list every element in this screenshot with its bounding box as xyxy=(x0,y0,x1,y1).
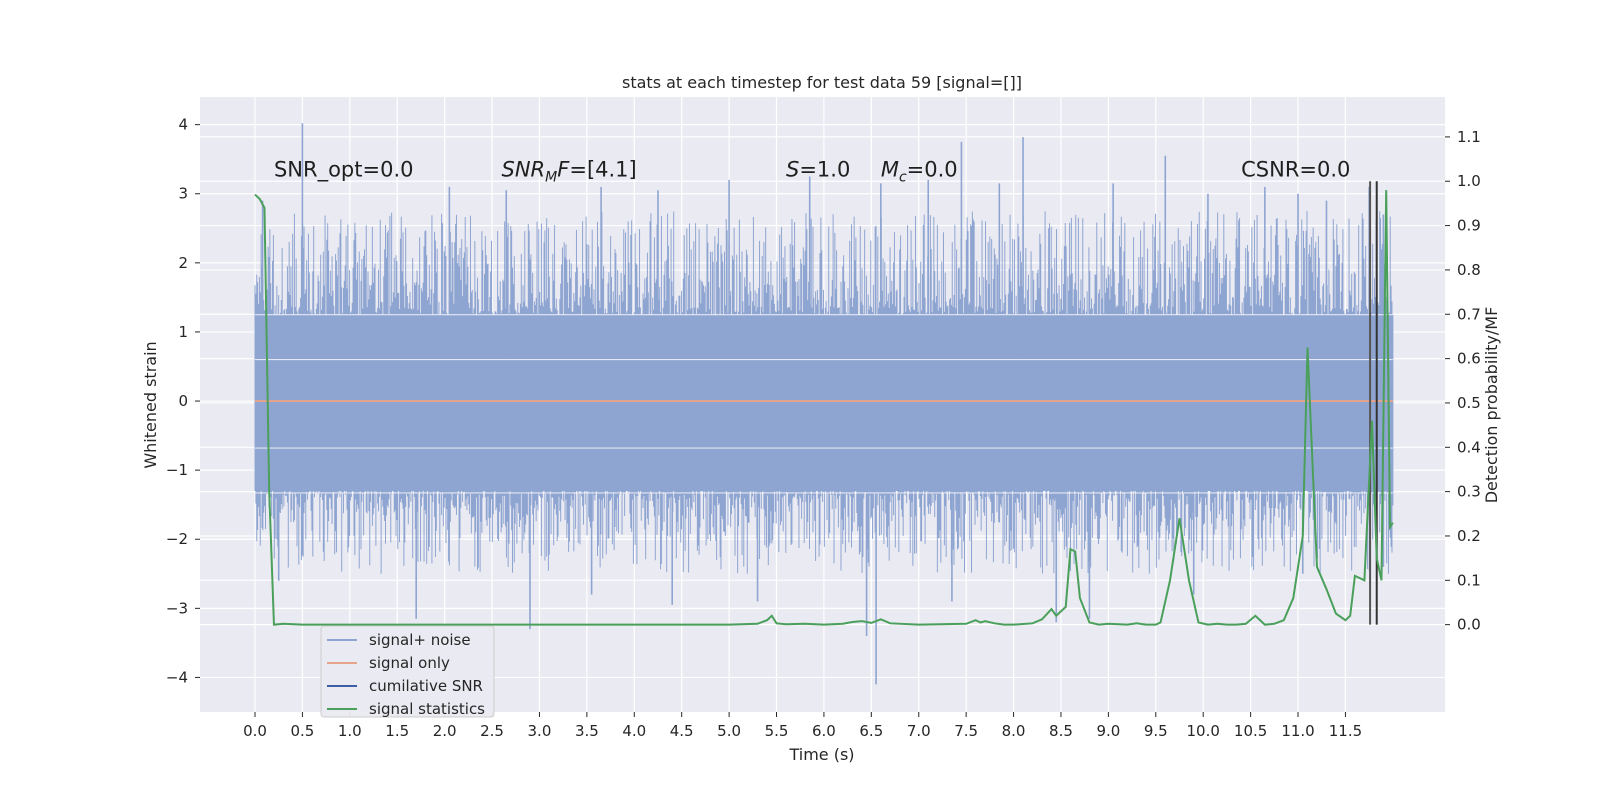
y-tick-label: 2 xyxy=(178,254,188,272)
x-tick-label: 11.5 xyxy=(1329,722,1362,740)
y2-tick-label: 0.2 xyxy=(1457,527,1481,545)
y-tick-label: −2 xyxy=(166,530,188,548)
y-tick-label: −4 xyxy=(166,668,188,686)
annotations: SNR_opt=0.0 SNRMF=[4.1] S=1.0 Mc=0.0 CSNR=0.… xyxy=(274,157,1350,185)
x-tick-label: 5.5 xyxy=(765,722,789,740)
x-tick-label: 3.0 xyxy=(528,722,552,740)
ticks: 0.0 0.5 1.0 1.5 2.0 2.5 3.0 3.5 4.0 4.5 5.0 5.5 6.0 6… xyxy=(166,116,1481,740)
x-tick-label: 6.0 xyxy=(812,722,836,740)
x-tick-label: 5.0 xyxy=(717,722,741,740)
x-tick-label: 0.5 xyxy=(290,722,314,740)
x-tick-label: 8.5 xyxy=(1049,722,1073,740)
annotation: S=1.0 xyxy=(786,157,850,181)
noise-lines xyxy=(254,211,1394,574)
x-axis-title: Time (s) xyxy=(788,745,854,764)
x-tick-label: 2.0 xyxy=(433,722,457,740)
legend-label: signal statistics xyxy=(369,700,485,718)
chart-title: stats at each timestep for test data 59 … xyxy=(622,73,1022,92)
x-tick-label: 4.0 xyxy=(622,722,646,740)
annotation: Mc=0.0 xyxy=(881,157,958,185)
y-tick-label: −1 xyxy=(166,461,188,479)
y-tick-label: 3 xyxy=(178,185,188,203)
x-tick-label: 10.0 xyxy=(1187,722,1220,740)
x-tick-label: 6.5 xyxy=(859,722,883,740)
y2-axis-title: Detection probability/MF xyxy=(1482,307,1501,504)
y2-tick-label: 0.3 xyxy=(1457,483,1481,501)
y-axis-title: Whitened strain xyxy=(141,341,160,468)
x-tick-label: 1.0 xyxy=(338,722,362,740)
series-signal-statistics xyxy=(254,190,1394,626)
x-tick-label: 10.5 xyxy=(1234,722,1267,740)
legend-label: signal+ noise xyxy=(369,631,471,649)
y2-tick-label: 0.4 xyxy=(1457,438,1481,456)
series-signal-noise xyxy=(254,123,1394,685)
legend-label: signal only xyxy=(369,654,450,672)
x-tick-label: 2.5 xyxy=(480,722,504,740)
x-tick-label: 1.5 xyxy=(385,722,409,740)
annotation: SNRMF=[4.1] xyxy=(502,157,637,185)
y2-tick-label: 0.1 xyxy=(1457,571,1481,589)
y2-tick-label: 1.1 xyxy=(1457,128,1481,146)
legend-box xyxy=(320,625,495,718)
y2-tick-label: 1.0 xyxy=(1457,172,1481,190)
y-tick-label: −3 xyxy=(166,599,188,617)
x-tick-label: 7.5 xyxy=(954,722,978,740)
y-tick-label: 0 xyxy=(178,392,188,410)
x-tick-label: 3.5 xyxy=(575,722,599,740)
x-tick-label: 9.5 xyxy=(1144,722,1168,740)
y-tick-label: 1 xyxy=(178,323,188,341)
legend-label: cumilative SNR xyxy=(369,677,483,695)
x-tick-label: 11.0 xyxy=(1281,722,1314,740)
data-layer xyxy=(254,123,1394,685)
y2-tick-label: 0.6 xyxy=(1457,350,1481,368)
y2-tick-label: 0.5 xyxy=(1457,394,1481,412)
annotation: SNR_opt=0.0 xyxy=(274,157,414,182)
y2-tick-label: 0.9 xyxy=(1457,217,1481,235)
x-tick-label: 8.0 xyxy=(1002,722,1026,740)
y-tick-label: 4 xyxy=(178,116,188,134)
y2-tick-label: 0.0 xyxy=(1457,616,1481,634)
x-tick-label: 4.5 xyxy=(670,722,694,740)
annotation: CSNR=0.0 xyxy=(1241,157,1350,181)
x-tick-label: 9.0 xyxy=(1096,722,1120,740)
y2-tick-label: 0.8 xyxy=(1457,261,1481,279)
legend: signal+ noise signal only cumilative SNR si… xyxy=(320,625,495,718)
y2-tick-label: 0.7 xyxy=(1457,305,1481,323)
x-tick-label: 7.0 xyxy=(907,722,931,740)
x-tick-label: 0.0 xyxy=(243,722,267,740)
